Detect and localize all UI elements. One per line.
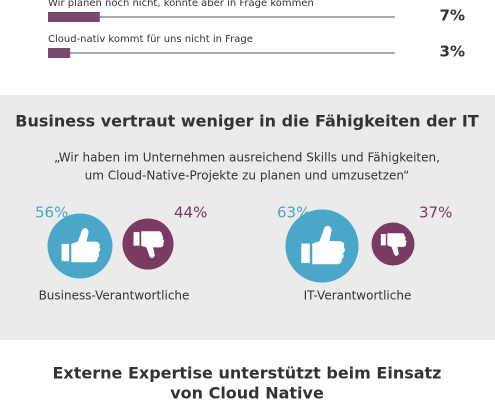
yes-value: 56% [35, 204, 68, 222]
no-value: 37% [419, 204, 452, 222]
bar [48, 12, 100, 22]
thumb-down [380, 233, 407, 256]
thumb-hand [71, 228, 101, 263]
thumb-cuff [133, 232, 140, 246]
no-value: 44% [174, 204, 207, 222]
quote-line: um Cloud-Native-Projekte zu planen und u… [85, 169, 410, 183]
bar-value: 3% [440, 43, 465, 61]
thumb-hand [387, 233, 407, 256]
group-label: Business-Verantwortliche [39, 289, 190, 303]
bar-label: Wir planen noch nicht, könnte aber in Fr… [48, 0, 314, 9]
next-title: Externe Expertise unterstützt beim Einsa… [52, 364, 441, 383]
section-title: Business vertraut weniger in die Fähigke… [15, 112, 478, 131]
thumb-up [301, 225, 345, 265]
thumb-hand [141, 231, 164, 259]
yes-value: 63% [277, 204, 310, 222]
thumb-down [133, 231, 164, 259]
bar-label: Cloud-nativ kommt für uns nicht in Frage [48, 34, 253, 45]
thumb-hand [312, 225, 345, 265]
thumb-up [61, 228, 101, 263]
thumb-cuff [301, 243, 310, 264]
quote-line: „Wir haben im Unternehmen ausreichend Sk… [54, 151, 440, 165]
group-label: IT-Verantwortliche [304, 289, 412, 303]
bar [48, 48, 71, 58]
bar-value: 7% [440, 7, 465, 25]
next-title: von Cloud Native [170, 384, 324, 400]
thumb-cuff [61, 243, 70, 262]
thumb-cuff [380, 233, 386, 246]
